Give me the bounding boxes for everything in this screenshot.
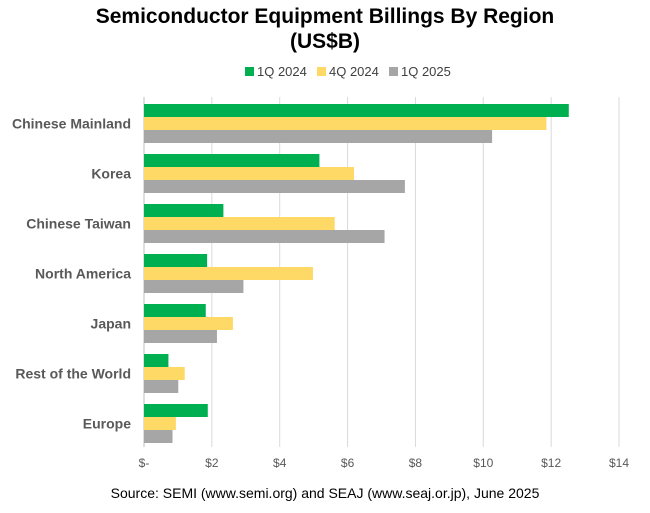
bar-north-america-1q-2024 xyxy=(144,254,208,267)
legend-swatch xyxy=(317,67,326,76)
x-tick-label: $8 xyxy=(409,456,423,470)
chart-title: Semiconductor Equipment Billings By Regi… xyxy=(96,5,555,28)
bar-korea-1q-2024 xyxy=(144,154,320,167)
chart-subtitle: (US$B) xyxy=(290,30,360,53)
category-label-rest-of-the-world: Rest of the World xyxy=(15,366,131,382)
bar-chinese-taiwan-1q-2024 xyxy=(144,204,224,217)
bar-chinese-mainland-1q-2024 xyxy=(144,104,569,117)
category-label-chinese-mainland: Chinese Mainland xyxy=(12,116,131,132)
category-label-chinese-taiwan: Chinese Taiwan xyxy=(26,216,131,232)
bar-rest-of-the-world-4q-2024 xyxy=(144,367,185,380)
bar-north-america-1q-2025 xyxy=(144,280,244,293)
bar-japan-1q-2025 xyxy=(144,330,217,343)
category-label-japan: Japan xyxy=(91,316,131,332)
bar-chinese-taiwan-1q-2025 xyxy=(144,230,385,243)
bar-korea-4q-2024 xyxy=(144,167,355,180)
legend-item-4q-2024: 4Q 2024 xyxy=(317,64,379,79)
x-tick-label: $10 xyxy=(473,456,493,470)
x-axis-tick-labels: $- $2 $4 $6 $8 $10 $12 $14 xyxy=(139,456,630,470)
x-tick-label: $6 xyxy=(341,456,355,470)
legend: 1Q 2024 4Q 2024 1Q 2025 xyxy=(245,64,451,79)
legend-label: 4Q 2024 xyxy=(329,64,379,79)
bar-korea-1q-2025 xyxy=(144,180,405,193)
category-label-europe: Europe xyxy=(83,416,131,432)
category-labels: Chinese Mainland Korea Chinese Taiwan North… xyxy=(12,116,131,432)
x-tick-label: $14 xyxy=(609,456,629,470)
x-tick-label: $- xyxy=(139,456,150,470)
bar-rest-of-the-world-1q-2024 xyxy=(144,354,169,367)
bar-japan-4q-2024 xyxy=(144,317,233,330)
x-tick-label: $4 xyxy=(273,456,287,470)
legend-label: 1Q 2024 xyxy=(257,64,307,79)
bar-chinese-mainland-1q-2025 xyxy=(144,130,493,143)
legend-swatch xyxy=(389,67,398,76)
bar-japan-1q-2024 xyxy=(144,304,206,317)
legend-item-1q-2025: 1Q 2025 xyxy=(389,64,451,79)
x-tick-label: $2 xyxy=(205,456,219,470)
bar-europe-1q-2024 xyxy=(144,404,208,417)
bar-chinese-mainland-4q-2024 xyxy=(144,117,547,130)
category-label-north-america: North America xyxy=(35,266,131,282)
legend-item-1q-2024: 1Q 2024 xyxy=(245,64,307,79)
category-label-korea: Korea xyxy=(91,166,131,182)
source-note: Source: SEMI (www.semi.org) and SEAJ (ww… xyxy=(111,485,540,501)
bars xyxy=(144,104,569,443)
bar-europe-4q-2024 xyxy=(144,417,176,430)
bar-chinese-taiwan-4q-2024 xyxy=(144,217,335,230)
legend-label: 1Q 2025 xyxy=(401,64,451,79)
bar-europe-1q-2025 xyxy=(144,430,173,443)
x-tick-label: $12 xyxy=(541,456,561,470)
bar-rest-of-the-world-1q-2025 xyxy=(144,380,179,393)
legend-swatch xyxy=(245,67,254,76)
bar-north-america-4q-2024 xyxy=(144,267,313,280)
